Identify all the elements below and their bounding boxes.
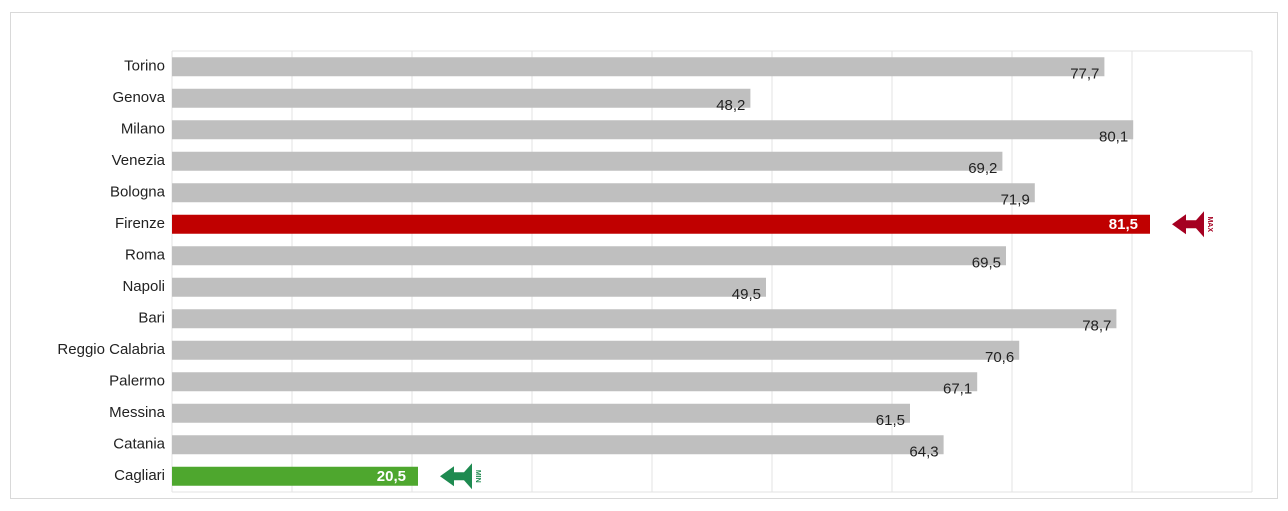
value-label: 48,2 [716,97,745,114]
value-label: 67,1 [943,381,972,398]
value-label: 70,6 [985,349,1014,366]
y-tick-label: Roma [125,247,166,264]
bar [172,120,1134,140]
bar [172,466,418,486]
value-label: 69,5 [972,255,1001,272]
annotation: MIN [474,470,481,483]
y-tick-label: Bari [138,310,165,327]
y-tick-label: Cagliari [114,467,165,484]
y-tick-label: Genova [112,89,165,106]
y-tick-label: Torino [124,58,165,75]
y-tick-label: Messina [109,404,166,421]
bar [172,309,1117,329]
y-tick-label: Milano [121,121,165,138]
value-label: 69,2 [968,160,997,177]
value-label: 64,3 [909,444,938,461]
bar [172,372,978,392]
value-label: 49,5 [732,286,761,303]
bar [172,151,1003,171]
y-tick-label: Bologna [110,184,166,201]
value-label: 78,7 [1082,318,1111,335]
bar [172,340,1020,360]
y-tick-label: Catania [113,436,165,453]
bar [172,183,1035,203]
y-tick-label: Palermo [109,373,165,390]
bar [172,403,910,423]
y-tick-label: Venezia [112,152,166,169]
bar [172,57,1105,77]
y-tick-label: Firenze [115,215,165,232]
arrow-icon [440,463,472,490]
bar [172,88,751,108]
value-label: 80,1 [1099,129,1128,146]
bar [172,246,1006,266]
value-label: 81,5 [1109,216,1138,233]
value-label: 71,9 [1001,192,1030,209]
annotation: MAX [1206,216,1213,232]
value-label: 61,5 [876,412,905,429]
y-tick-label: Reggio Calabria [57,341,165,358]
bar [172,435,944,455]
value-label: 77,7 [1070,66,1099,83]
arrow-icon [1172,211,1204,238]
bar [172,277,766,297]
value-label: 20,5 [377,468,406,485]
bar [172,214,1150,234]
y-tick-label: Napoli [122,278,165,295]
